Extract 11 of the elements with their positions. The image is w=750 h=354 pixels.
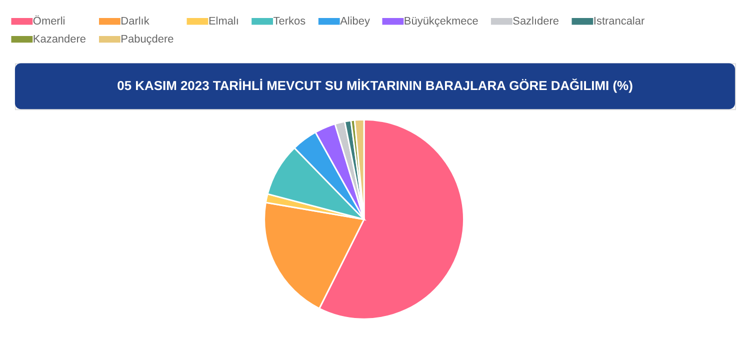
legend-label: Büyükçekmece (404, 15, 478, 28)
legend-label: Istrancalar (593, 15, 645, 28)
legend-label: Alibey (340, 15, 370, 28)
legend-label: Sazlıdere (512, 15, 559, 28)
legend-label: Elmalı (208, 15, 239, 28)
legend-label: Terkos (273, 15, 306, 28)
legend-label: Darlık (120, 15, 150, 28)
legend-label: Pabuçdere (120, 33, 174, 46)
legend-label: Kazandere (32, 33, 86, 46)
legend-label: Ömerli (32, 14, 66, 28)
text: 05 KASIM 2023 TARİHLİ MEVCUT SU MİKTARININ BARAJLARA GÖRE DAĞILIMI (%) (117, 78, 633, 94)
